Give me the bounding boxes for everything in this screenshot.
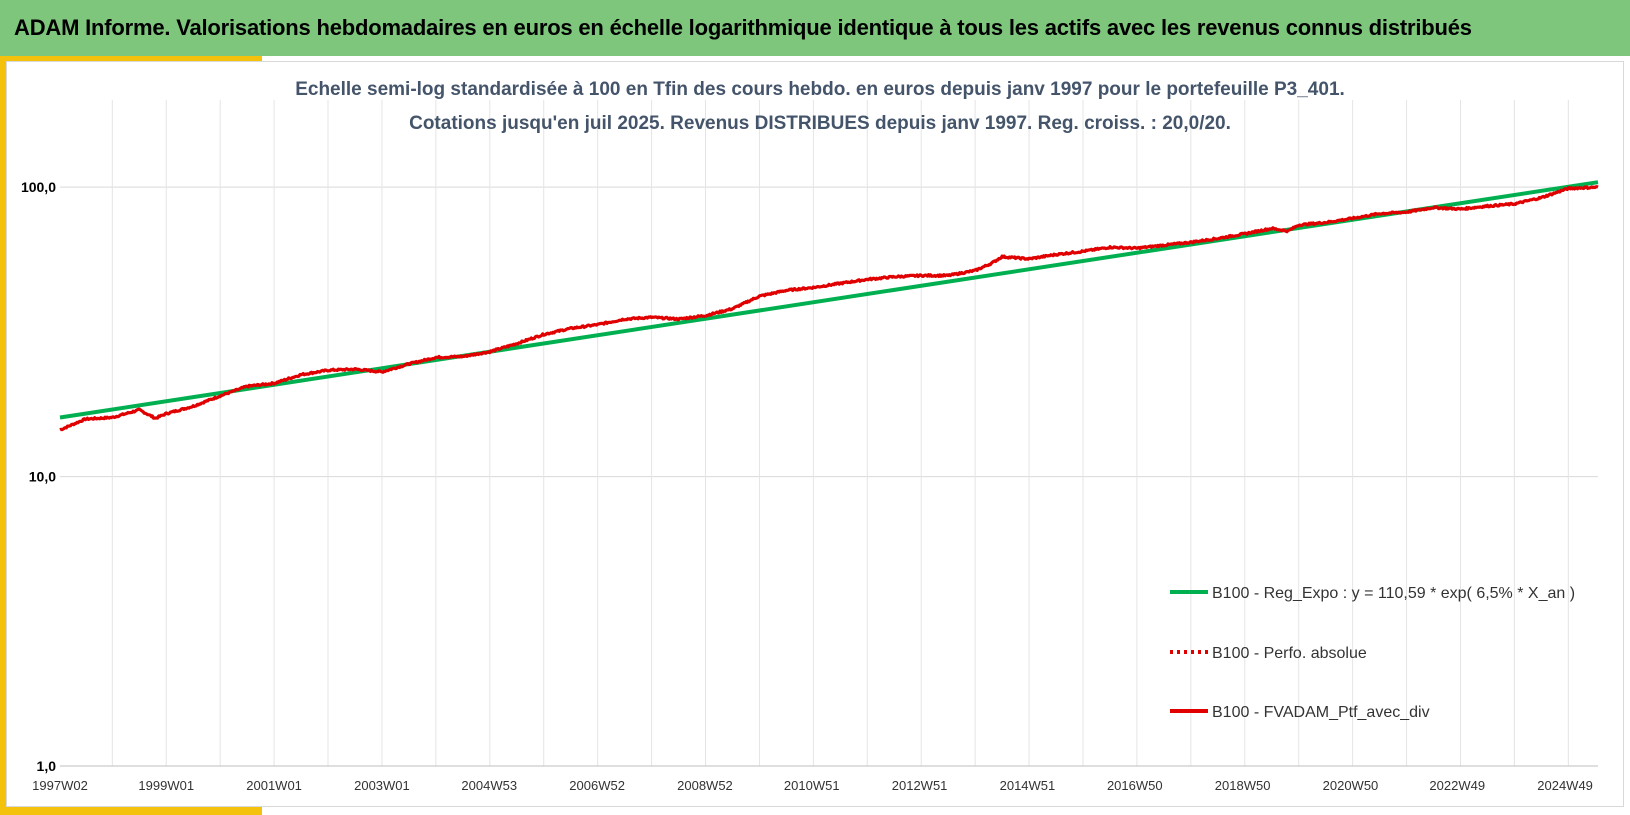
x-tick-label: 2003W01 <box>354 778 410 793</box>
chart-subtitle-line-1: Echelle semi-log standardisée à 100 en T… <box>295 79 1345 100</box>
x-tick-label: 2014W51 <box>1000 778 1056 793</box>
x-tick-label: 2020W50 <box>1323 778 1379 793</box>
x-tick-label: 2018W50 <box>1215 778 1271 793</box>
axis-layer: 1,0 10,0 100,0 1997W02 1999W01 2001W01 2003W01… <box>21 179 1598 793</box>
y-tick-label: 10,0 <box>29 469 56 485</box>
x-tick-label: 2001W01 <box>246 778 302 793</box>
legend: B100 - Reg_Expo : y = 110,59 * exp( 6,5%… <box>1170 585 1575 721</box>
y-tick-label: 1,0 <box>37 758 57 774</box>
x-tick-label: 1999W01 <box>138 778 194 793</box>
legend-label-fvadam: B100 - FVADAM_Ptf_avec_div <box>1212 704 1430 721</box>
series-line-fvadam <box>59 185 1599 432</box>
legend-label-reg-expo: B100 - Reg_Expo : y = 110,59 * exp( 6,5%… <box>1212 585 1575 602</box>
legend-label-perfo-absolue: B100 - Perfo. absolue <box>1212 645 1367 662</box>
accent-bar-top <box>0 56 262 61</box>
series-layer <box>59 180 1599 432</box>
chart-frame <box>6 61 1624 807</box>
x-tick-label: 2024W49 <box>1537 778 1593 793</box>
chart-subtitle-line-2: Cotations jusqu'en juil 2025. Revenus DI… <box>409 113 1231 134</box>
x-tick-label: 2010W51 <box>784 778 840 793</box>
y-tick-label: 100,0 <box>21 179 56 195</box>
x-tick-label: 2016W50 <box>1107 778 1163 793</box>
header-bar: ADAM Informe. Valorisations hebdomadaire… <box>0 0 1630 56</box>
accent-bar-bottom <box>0 807 262 815</box>
header-title: ADAM Informe. Valorisations hebdomadaire… <box>14 15 1472 40</box>
x-tick-label: 2012W51 <box>892 778 948 793</box>
x-tick-label: 2004W53 <box>461 778 517 793</box>
x-tick-label: 2022W49 <box>1429 778 1485 793</box>
x-tick-label: 1997W02 <box>32 778 88 793</box>
x-tick-label: 2006W52 <box>569 778 625 793</box>
accent-bar-left <box>0 56 6 815</box>
grid-layer <box>60 100 1598 767</box>
x-tick-label: 2008W52 <box>677 778 733 793</box>
